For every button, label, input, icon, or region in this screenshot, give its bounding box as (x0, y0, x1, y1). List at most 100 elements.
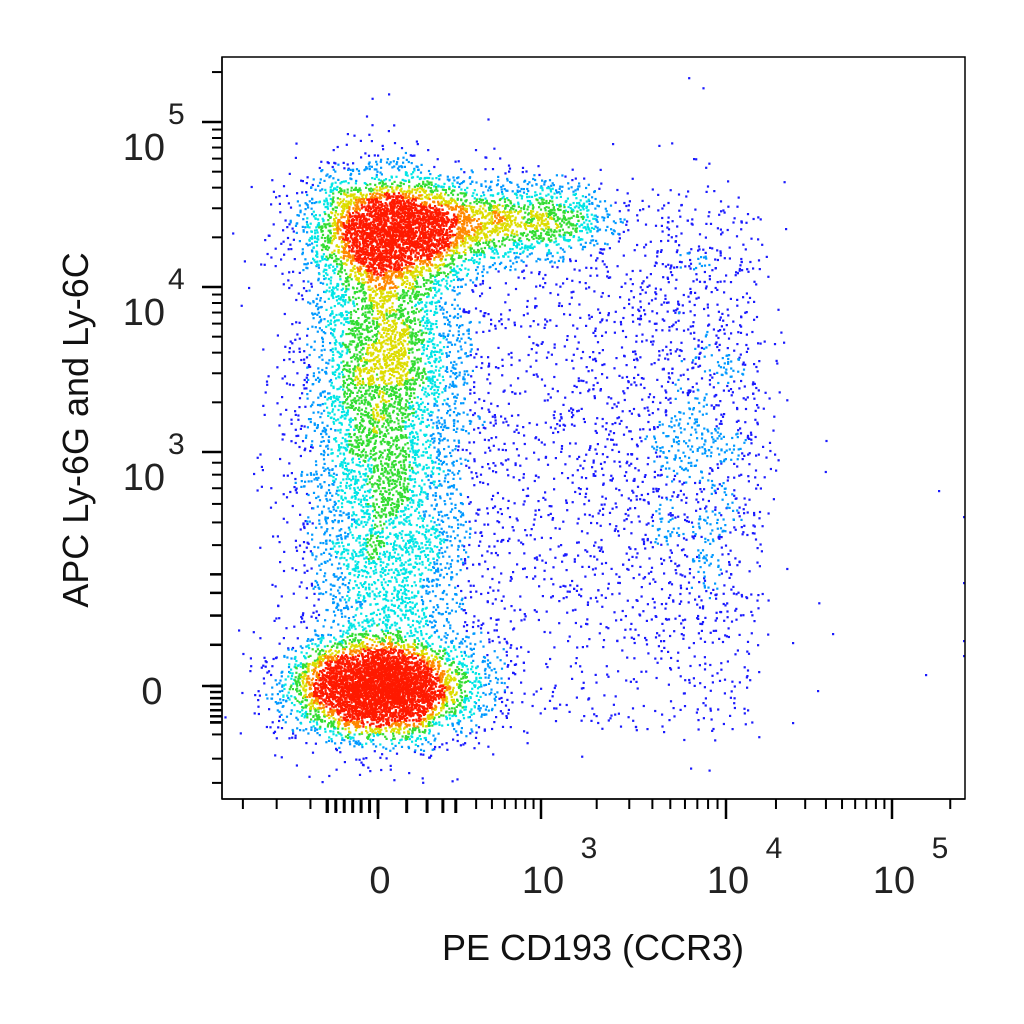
event-dot (482, 426, 485, 429)
event-dot (487, 408, 490, 411)
event-dot (471, 369, 474, 372)
event-dot (669, 341, 673, 344)
event-dot (354, 614, 357, 617)
event-dot (594, 360, 598, 363)
event-dot (607, 587, 610, 590)
event-dot (454, 377, 457, 380)
event-dot (656, 542, 659, 545)
event-dot (445, 618, 448, 621)
event-dot (294, 224, 298, 227)
event-dot (322, 551, 326, 554)
event-dot (712, 540, 715, 543)
event-dot (507, 255, 510, 258)
event-dot (565, 499, 568, 502)
event-dot (700, 256, 703, 259)
event-dot (716, 303, 719, 306)
event-dot (562, 423, 565, 426)
event-dot (516, 189, 519, 192)
event-dot (470, 169, 473, 172)
event-dot (512, 671, 515, 674)
event-dot (758, 510, 762, 514)
event-dot (753, 382, 756, 385)
event-dot (301, 440, 305, 443)
event-dot (428, 414, 431, 417)
event-dot (462, 378, 465, 381)
event-dot (476, 665, 479, 668)
event-dot (702, 702, 705, 705)
event-dot (667, 398, 670, 401)
event-dot (325, 608, 328, 612)
event-dot (711, 247, 714, 250)
event-dot (621, 410, 624, 413)
event-dot (365, 615, 368, 618)
event-dot (456, 632, 459, 635)
event-dot (321, 338, 324, 341)
event-dot (438, 556, 441, 559)
event-dot (575, 696, 578, 699)
event-dot (610, 567, 613, 570)
event-dot (436, 301, 439, 304)
event-dot (478, 416, 481, 419)
event-dot (623, 218, 626, 221)
event-dot (319, 297, 322, 300)
event-dot (651, 546, 654, 549)
event-dot (527, 353, 530, 357)
event-dot (703, 518, 706, 521)
event-dot (452, 372, 455, 375)
event-dot (777, 459, 780, 462)
event-dot (526, 312, 529, 315)
event-dot (542, 496, 545, 499)
event-dot (320, 636, 324, 639)
event-dot (457, 721, 460, 724)
event-dot (678, 260, 682, 263)
event-dot (316, 263, 319, 267)
event-dot (452, 411, 456, 414)
event-dot (450, 454, 453, 458)
event-dot (688, 408, 692, 411)
event-dot (500, 313, 503, 316)
event-dot (705, 590, 708, 593)
event-dot (673, 715, 676, 718)
event-dot (516, 563, 519, 566)
event-dot (427, 478, 430, 482)
event-dot (343, 761, 346, 764)
event-dot (720, 546, 723, 549)
event-dot (720, 536, 723, 539)
event-dot (656, 378, 659, 381)
event-dot (420, 517, 423, 520)
event-dot (714, 394, 717, 397)
event-dot (574, 259, 577, 262)
event-dot (474, 736, 478, 739)
event-dot (688, 456, 691, 459)
event-dot (524, 615, 527, 618)
event-dot (685, 501, 688, 504)
event-dot (571, 168, 574, 171)
event-dot (332, 601, 335, 604)
event-dot (618, 489, 621, 492)
event-dot (695, 509, 698, 512)
event-dot (716, 587, 719, 590)
event-dot (349, 173, 352, 177)
event-dot (668, 582, 671, 585)
event-dot (269, 506, 273, 509)
event-dot (595, 259, 598, 262)
event-dot (276, 402, 279, 405)
event-dot (603, 263, 606, 266)
event-dot (322, 542, 325, 545)
event-dot (337, 608, 340, 611)
event-dot (472, 584, 475, 587)
event-dot (462, 743, 465, 746)
event-dot (724, 604, 727, 607)
event-dot (313, 422, 316, 425)
event-dot (677, 193, 681, 196)
event-dot (666, 226, 669, 229)
event-dot (380, 583, 384, 587)
event-dot (716, 249, 719, 252)
event-dot (697, 614, 700, 618)
event-dot (737, 419, 740, 422)
event-dot (745, 292, 748, 295)
event-dot (654, 580, 657, 583)
event-dot (319, 641, 322, 644)
event-dot (622, 563, 625, 566)
event-dot (469, 354, 472, 357)
